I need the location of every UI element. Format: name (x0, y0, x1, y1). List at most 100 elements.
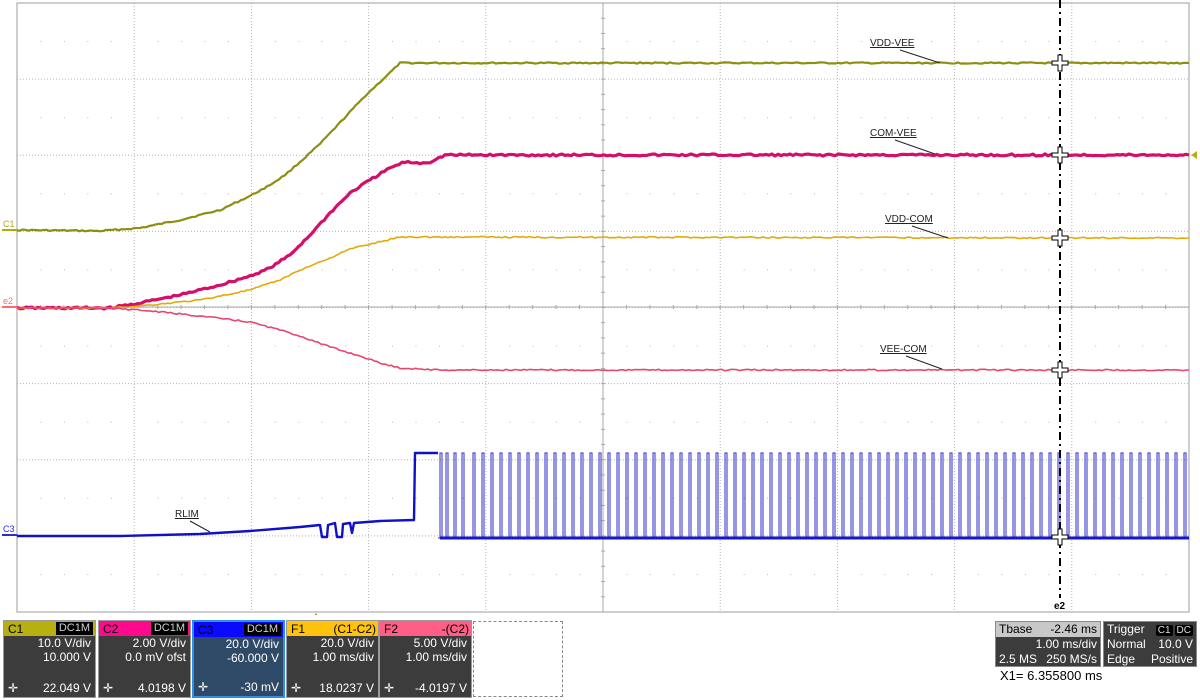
grid-dot (790, 117, 792, 119)
grid-dot (415, 117, 417, 119)
grid-dot (462, 345, 464, 347)
grid-dot (907, 421, 909, 423)
grid-dot (321, 573, 323, 575)
trace-rlim-pulses (438, 452, 1189, 539)
channel-markers[interactable]: C1 e2 C3 (2, 151, 1197, 615)
channel-panel-header[interactable]: F1 (C1-C2) (287, 621, 378, 636)
grid-dot (274, 497, 276, 499)
time-cursor[interactable]: e2 (1051, 0, 1069, 612)
channel-panel-c3[interactable]: C3 DC1M 20.0 V/div -60.000 V ✛ -30 mV (192, 620, 285, 698)
grid-dot (181, 269, 183, 271)
grid-dot (978, 573, 980, 575)
grid-dot (345, 421, 347, 423)
grid-dot (40, 421, 42, 423)
grid-dot (63, 421, 65, 423)
channel-panel-header[interactable]: C1 DC1M (4, 621, 95, 636)
grid-dot (321, 497, 323, 499)
grid-dot (1095, 193, 1097, 195)
cursor-crosshair-icon[interactable] (1051, 229, 1069, 247)
trigger-position-marker[interactable] (312, 613, 320, 615)
grid-dot (392, 117, 394, 119)
grid-dot (1048, 193, 1050, 195)
timebase-samples: 2.5 MS (999, 652, 1038, 666)
channel-panel-c1[interactable]: C1 DC1M 10.0 V/div 10.000 V ✛ 22.049 V (3, 620, 96, 698)
grid-dot (978, 117, 980, 119)
empty-descriptor-slot[interactable] (473, 621, 563, 697)
grid-dot (579, 117, 581, 119)
grid-dot (462, 117, 464, 119)
grid-dot (556, 193, 558, 195)
grid-dot (626, 41, 628, 43)
trace-label-com-vee: COM-VEE (870, 128, 917, 139)
grid-dot (696, 41, 698, 43)
trigger-level-marker[interactable] (1191, 151, 1197, 159)
grid-dot (1118, 193, 1120, 195)
grid-dot (63, 269, 65, 271)
channel-name: F1 (291, 621, 306, 636)
grid-dot (345, 573, 347, 575)
grid-dot (1142, 41, 1144, 43)
channel-scale: 20.0 V/div (225, 637, 279, 651)
grid-dot (1001, 41, 1003, 43)
channel-panel-header[interactable]: F2 -(C2) (380, 621, 471, 636)
grid-dot (884, 41, 886, 43)
grid-dot (884, 421, 886, 423)
grid-dot (556, 497, 558, 499)
channel-marker-e2[interactable]: e2 (3, 296, 13, 306)
grid-dot (556, 269, 558, 271)
grid-dot (509, 345, 511, 347)
grid-dot (63, 497, 65, 499)
grid-dot (743, 345, 745, 347)
grid-dot (157, 345, 159, 347)
grid-dot (532, 117, 534, 119)
grid-dot (274, 269, 276, 271)
grid-dot (978, 269, 980, 271)
grid-dot (860, 345, 862, 347)
channel-panel-c2[interactable]: C2 DC1M 2.00 V/div 0.0 mV ofst ✛ 4.0198 … (98, 620, 191, 698)
grid-dot (87, 497, 89, 499)
channel-panel-f2[interactable]: F2 -(C2) 5.00 V/div 1.00 ms/div ✛ -4.019… (379, 620, 472, 698)
grid-dot (696, 269, 698, 271)
grid-dot (1001, 421, 1003, 423)
grid-dot (626, 193, 628, 195)
channel-cursor-readout: -30 mV (240, 680, 279, 694)
trace-label-rlim: RLIM (175, 509, 199, 520)
channel-scale: 20.0 V/div (320, 636, 374, 650)
grid-dot (696, 421, 698, 423)
channel-panel-f1[interactable]: F1 (C1-C2) 20.0 V/div 1.00 ms/div ✛ 18.0… (286, 620, 379, 698)
grid-dot (438, 269, 440, 271)
channel-cursor-readout: -4.0197 V (414, 681, 467, 695)
grid-dot (532, 269, 534, 271)
timebase-panel[interactable]: Tbase -2.46 ms 1.00 ms/div 2.5 MS 250 MS/s (995, 621, 1101, 667)
grid-dot (696, 573, 698, 575)
grid-dot (509, 117, 511, 119)
grid-dot (87, 345, 89, 347)
channel-marker-c3[interactable]: C3 (3, 524, 15, 534)
grid-dot (1048, 421, 1050, 423)
grid-dot (743, 269, 745, 271)
cursor-crosshair-icon[interactable] (1051, 146, 1069, 164)
channel-panel-header[interactable]: C2 DC1M (99, 621, 190, 636)
grid-dot (743, 497, 745, 499)
trigger-panel[interactable]: Trigger C1 DC Normal 10.0 V Edge Positive (1103, 621, 1197, 667)
grid-dot (415, 497, 417, 499)
channel-offset: 10.000 V (42, 650, 91, 664)
channel-marker-c1[interactable]: C1 (3, 219, 15, 229)
trace-label-leader (905, 355, 943, 370)
grid-dot (696, 117, 698, 119)
grid-dot (298, 345, 300, 347)
cursor-crosshair-icon[interactable] (1051, 528, 1069, 546)
grid-dot (1048, 269, 1050, 271)
grid-dot (532, 497, 534, 499)
channel-coupling: DC1M (55, 622, 93, 635)
cursor-crosshair-icon[interactable] (1051, 54, 1069, 72)
cursor-crosshair-icon[interactable] (1051, 361, 1069, 379)
grid-dot (298, 41, 300, 43)
trace-label-leader (911, 225, 949, 239)
grid-dot (884, 117, 886, 119)
channel-panel-header[interactable]: C3 DC1M (194, 622, 283, 637)
grid-dot (40, 345, 42, 347)
grid-dot (1142, 573, 1144, 575)
grid-dot (907, 497, 909, 499)
